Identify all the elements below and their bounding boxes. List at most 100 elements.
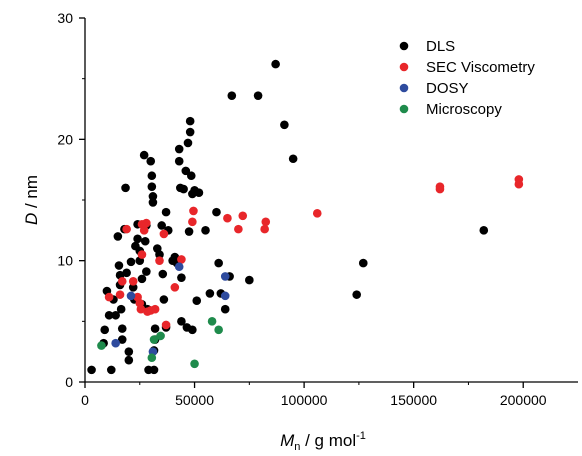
dls-point <box>87 365 96 375</box>
dls-point <box>177 273 186 282</box>
dls-point <box>155 250 164 259</box>
dls-point <box>146 156 156 166</box>
sec-viscometry-point <box>161 320 171 330</box>
legend-marker-dosy <box>399 83 409 93</box>
series-microscopy <box>97 317 223 369</box>
microscopy-point <box>149 335 159 344</box>
sec-viscometry-point <box>150 304 160 314</box>
dls-point <box>157 221 166 230</box>
dls-point <box>149 365 159 375</box>
sec-viscometry-point <box>155 256 164 265</box>
sec-viscometry-point <box>261 217 271 227</box>
dls-point <box>177 317 186 326</box>
sec-viscometry-point <box>117 276 127 286</box>
dls-point <box>194 188 204 198</box>
legend-marker-dls <box>399 41 409 51</box>
dls-point <box>114 261 124 270</box>
sec-viscometry-point <box>260 224 269 234</box>
sec-viscometry-point <box>435 182 445 191</box>
dls-point <box>227 91 237 100</box>
microscopy-point <box>190 359 199 369</box>
dosy-point <box>220 272 230 281</box>
legend-label-dosy: DOSY <box>426 80 469 97</box>
sec-viscometry-point <box>312 209 322 218</box>
sec-viscometry-point <box>122 224 131 234</box>
microscopy-point <box>147 353 157 363</box>
sec-viscometry-point <box>115 290 125 299</box>
x-tick-label: 0 <box>81 392 89 408</box>
dls-point <box>117 335 127 344</box>
data-points <box>87 59 524 375</box>
dls-point <box>188 325 197 335</box>
x-axis-superscript: -1 <box>356 430 366 442</box>
y-axis-title: D / nm <box>22 175 41 225</box>
dls-point <box>280 120 289 130</box>
dls-point <box>104 310 114 320</box>
x-tick-label: 150000 <box>390 392 437 408</box>
legend-label-microscopy: Microscopy <box>426 101 502 118</box>
dls-point <box>147 182 157 191</box>
dls-point <box>100 325 110 335</box>
sec-viscometry-point <box>139 226 149 235</box>
dls-point <box>126 257 136 267</box>
legend: DLS SEC Viscometry DOSY Microscopy <box>399 38 535 118</box>
dls-point <box>183 138 193 148</box>
legend-marker-sec-viscometry <box>399 62 409 72</box>
sec-viscometry-point <box>234 224 243 234</box>
sec-viscometry-point <box>223 213 232 223</box>
dls-point <box>174 144 184 154</box>
x-axis-unit: / g mol <box>300 431 356 450</box>
x-tick-label: 50000 <box>175 392 214 408</box>
y-axis-unit: / nm <box>22 175 41 213</box>
dls-point <box>148 192 158 201</box>
dls-point <box>133 234 142 244</box>
dls-point <box>121 183 130 193</box>
dls-point <box>158 269 168 279</box>
dls-point <box>245 275 254 285</box>
dls-point <box>179 184 188 194</box>
dosy-point <box>174 262 184 272</box>
dls-point <box>124 347 134 356</box>
dls-point <box>212 207 221 217</box>
dls-point <box>201 226 210 235</box>
dls-point <box>128 283 138 292</box>
legend-label-dls: DLS <box>426 38 455 55</box>
dls-point <box>161 207 171 217</box>
y-tick-label: 20 <box>57 131 73 147</box>
dls-point <box>352 290 361 299</box>
dls-point <box>174 156 184 166</box>
dls-point <box>253 91 263 100</box>
x-tick-label: 100000 <box>281 392 328 408</box>
x-axis-ticks: 0 50000 100000 150000 200000 <box>81 382 547 408</box>
sec-viscometry-point <box>159 229 169 239</box>
dls-point <box>148 198 158 207</box>
dls-point <box>140 236 150 246</box>
sec-viscometry-point <box>177 255 186 264</box>
dosy-point <box>220 291 230 301</box>
legend-marker-microscopy <box>399 104 409 114</box>
dls-point <box>111 310 120 320</box>
sec-viscometry-point <box>104 292 114 302</box>
dls-point <box>122 268 131 278</box>
dls-point <box>184 227 194 236</box>
x-axis-subscript: n <box>294 441 300 453</box>
sec-viscometry-point <box>188 217 197 227</box>
dls-point <box>214 258 223 268</box>
sec-viscometry-point <box>137 250 147 259</box>
dls-point <box>150 324 160 333</box>
microscopy-point <box>156 331 165 341</box>
y-axis-symbol: D <box>22 213 41 225</box>
dls-point <box>271 59 280 69</box>
dls-point <box>147 171 157 181</box>
y-axis-ticks: 0 10 20 30 <box>57 10 85 390</box>
dls-point <box>142 267 151 276</box>
y-tick-label: 0 <box>65 374 73 390</box>
dls-point <box>205 289 215 298</box>
dls-point <box>124 355 134 365</box>
dls-point <box>116 304 126 314</box>
sec-viscometry-point <box>238 211 248 221</box>
x-tick-label: 200000 <box>500 392 547 408</box>
microscopy-point <box>214 325 223 335</box>
sec-viscometry-point <box>170 283 180 292</box>
